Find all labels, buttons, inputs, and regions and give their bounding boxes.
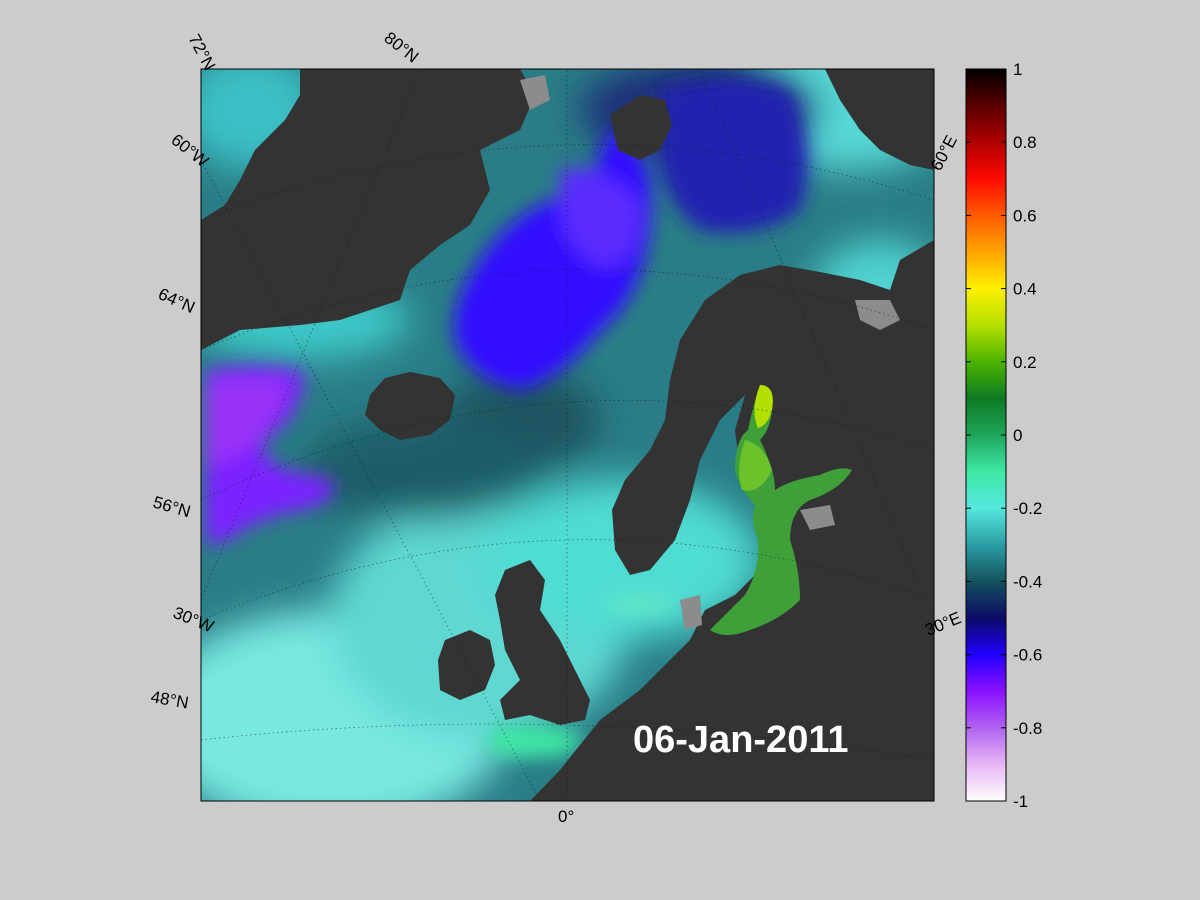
colorbar-tick-label: 0 — [1013, 426, 1022, 445]
colorbar-tick-label: -0.4 — [1013, 572, 1042, 591]
colorbar-ticks: 1 0.8 0.6 0.4 0.2 0 -0.2 -0.4 -0.6 -0.8 -1 — [966, 60, 1042, 811]
colorbar-tick-label: 0.2 — [1013, 353, 1037, 372]
lon-label-0: 0° — [558, 807, 574, 826]
map-frame — [200, 68, 935, 802]
baltic-anomaly — [710, 385, 852, 635]
map-panel: 06-Jan-2011 — [201, 69, 934, 801]
europe-landmass — [530, 210, 934, 801]
lat-label-80n: 80°N — [381, 28, 423, 66]
graticule — [201, 69, 934, 801]
colorbar-tick-label: -1 — [1013, 792, 1028, 811]
colorbar-tick-label: 0.8 — [1013, 133, 1037, 152]
great-britain-landmass — [495, 560, 590, 725]
svalbard-landmass — [610, 95, 672, 160]
colorbar-tick-label: 0.4 — [1013, 280, 1037, 299]
ice-patches — [520, 75, 900, 630]
ireland-landmass — [438, 630, 495, 700]
northeast-landmass — [825, 69, 934, 170]
colorbar: 1 0.8 0.6 0.4 0.2 0 -0.2 -0.4 -0.6 -0.8 -1 — [965, 60, 1042, 811]
positive-anomaly-patches — [490, 595, 680, 757]
lat-label-72n: 72°N — [184, 31, 219, 73]
land — [201, 69, 934, 801]
lat-label-56n: 56°N — [151, 493, 193, 522]
lat-label-64n: 64°N — [155, 284, 197, 317]
iceland-landmass — [365, 372, 455, 440]
date-label: 06-Jan-2011 — [633, 719, 849, 761]
lat-label-48n: 48°N — [149, 687, 190, 712]
negative-anomaly-blobs — [205, 80, 808, 545]
colorbar-tick-label: -0.8 — [1013, 719, 1042, 738]
colorbar-tick-label: -0.6 — [1013, 646, 1042, 665]
colorbar-tick-label: -0.2 — [1013, 499, 1042, 518]
colorbar-tick-label: 0.6 — [1013, 206, 1037, 225]
colorbar-bar — [965, 68, 1007, 802]
greenland-landmass — [201, 69, 535, 350]
colorbar-tick-label: 1 — [1013, 60, 1022, 79]
